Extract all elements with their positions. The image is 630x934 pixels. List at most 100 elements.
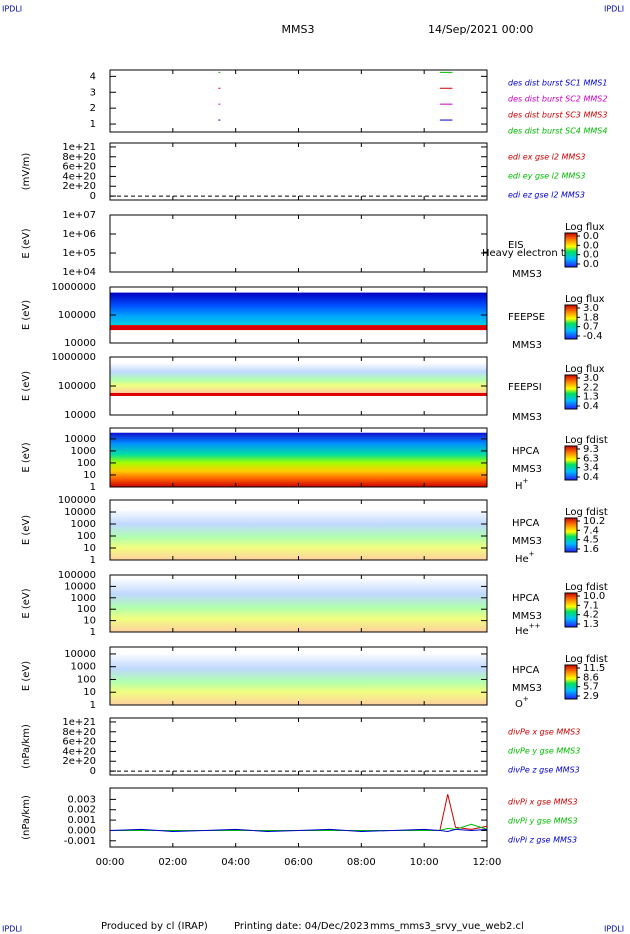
colorbar [564, 232, 578, 268]
species: O [515, 699, 523, 710]
y-tick-label: 100000 [58, 310, 96, 321]
colorbar [564, 374, 578, 410]
corner-mark: IPDLI [604, 5, 624, 14]
plot-frame [109, 69, 488, 133]
y-tick-label: 1e+21 [62, 717, 96, 728]
instrument-label: FEEPSE [508, 312, 545, 323]
y-tick-label: 10000 [64, 434, 96, 445]
colorbar [564, 304, 578, 340]
spectrogram-image [110, 577, 487, 632]
colorbar-title: Log flux [565, 222, 605, 233]
spectrogram-image [110, 652, 487, 705]
y-tick-label: 1000000 [51, 282, 96, 293]
y-tick-label: 4e+20 [62, 746, 96, 757]
y-axis-label: E (eV) [21, 588, 32, 618]
y-axis-label: (nPa/km) [21, 724, 32, 769]
y-tick-label: 1e+06 [62, 229, 96, 240]
instrument-label: HPCA [512, 518, 540, 529]
note: Heavy electron to [482, 248, 571, 259]
series-line [110, 794, 488, 831]
x-tick-label: 04:00 [221, 857, 250, 868]
colorbar-label: 1.6 [583, 544, 599, 555]
instrument-label: HPCA [512, 446, 540, 457]
x-tick-label: 10:00 [410, 857, 439, 868]
y-tick-label: 100 [77, 531, 96, 542]
spacecraft-label: MMS3 [512, 269, 542, 280]
y-tick-label: 2e+20 [62, 181, 96, 192]
footer-date: Printing date: 04/Dec/2023 [234, 921, 369, 932]
y-tick-label: 100000 [58, 381, 96, 392]
plot-frame [109, 142, 488, 201]
y-tick-label: 10 [83, 543, 96, 554]
colorbar-label: 3.4 [583, 463, 599, 474]
legend-entry: edi ex gse l2 MMS3 [508, 153, 586, 162]
instrument-label: FEEPSI [508, 382, 542, 393]
y-tick-label: 10 [83, 616, 96, 627]
colorbar-label: 2.2 [583, 382, 599, 393]
colorbar-label: 1.8 [583, 312, 599, 323]
y-axis-label: E (eV) [21, 371, 32, 401]
legend-entry: des dist burst SC3 MMS3 [508, 111, 607, 120]
y-tick-label: 100000 [58, 570, 96, 581]
y-tick-label: 0.002 [67, 805, 96, 816]
legend-entry: divPi x gse MMS3 [508, 798, 578, 807]
y-tick-label: 1000 [71, 662, 96, 673]
colorbar-label: 9.3 [583, 444, 599, 455]
x-tick-label: 00:00 [96, 857, 125, 868]
corner-mark: IPDLI [604, 925, 624, 934]
plot-frame [109, 717, 488, 776]
y-tick-label: 4 [90, 71, 96, 82]
colorbar-label: 0.7 [583, 322, 599, 333]
y-tick-label: 8e+20 [62, 152, 96, 163]
colorbar-label: 5.7 [583, 682, 599, 693]
y-tick-label: 1e+21 [62, 142, 96, 153]
spacecraft-label: MMS3 [512, 340, 542, 351]
colorbar-label: 0.0 [583, 240, 599, 251]
y-tick-label: 100 [77, 458, 96, 469]
y-tick-label: 1 [90, 119, 96, 130]
spectrogram-image [110, 292, 487, 326]
legend-entry: divPe z gse MMS3 [508, 766, 580, 775]
legend-entry: edi ez gse l2 MMS3 [508, 191, 585, 200]
corner-mark: IPDLI [2, 5, 22, 14]
spacecraft-label: MMS3 [512, 536, 542, 547]
y-tick-label: 10 [83, 470, 96, 481]
y-tick-label: 4e+20 [62, 171, 96, 182]
spectrogram-band [110, 392, 487, 396]
spacecraft-label: MMS3 [512, 412, 542, 423]
y-axis-label: E (eV) [21, 661, 32, 691]
plot-frame [109, 214, 488, 273]
footer-producer: Produced by cl (IRAP) [101, 921, 208, 932]
y-tick-label: 1e+05 [62, 248, 96, 259]
colorbar [564, 517, 578, 553]
y-tick-label: 100 [77, 674, 96, 685]
colorbar-title: Log fdist [565, 582, 608, 593]
instrument-label: EIS [508, 240, 524, 251]
y-tick-label: -0.001 [64, 836, 96, 847]
species: He [515, 554, 529, 565]
colorbar-label: 7.1 [583, 600, 599, 611]
species: He [515, 626, 529, 637]
y-tick-label: 0.000 [67, 825, 96, 836]
colorbar-label: 0.0 [583, 250, 599, 261]
colorbar-label: 11.5 [583, 663, 605, 674]
colorbar [564, 592, 578, 628]
colorbar-label: 3.0 [583, 373, 599, 384]
y-tick-label: 1 [90, 555, 96, 566]
legend-entry: divPe y gse MMS3 [508, 747, 580, 756]
colorbar-title: Log fdist [565, 435, 608, 446]
colorbar-title: Log fdist [565, 507, 608, 518]
y-tick-label: 1000 [71, 446, 96, 457]
spectrogram-image [110, 509, 487, 560]
colorbar-label: 0.0 [583, 259, 599, 270]
y-tick-label: 1e+04 [62, 267, 96, 278]
y-axis-label: E (eV) [21, 228, 32, 258]
y-tick-label: 3 [90, 87, 96, 98]
spectrogram-image [110, 432, 487, 487]
y-tick-label: 2e+20 [62, 756, 96, 767]
y-axis-label: (mV/m) [21, 153, 32, 191]
charge: + [529, 550, 535, 558]
colorbar [564, 664, 578, 700]
y-tick-label: 1 [90, 627, 96, 638]
colorbar-title: Log flux [565, 294, 605, 305]
